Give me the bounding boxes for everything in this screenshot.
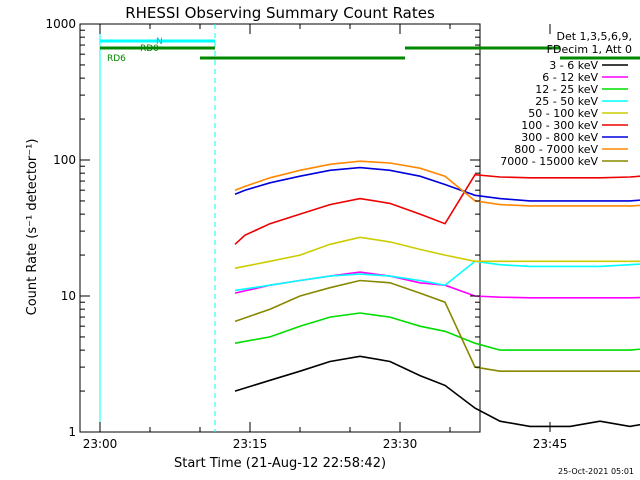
series-group [234, 160, 640, 428]
plot-frame [79, 23, 481, 433]
legend-header-line: FDecim 1, Att 0 [547, 43, 632, 56]
series-line-2 [234, 312, 640, 351]
series-line-1 [234, 271, 640, 299]
y-tick-label: 1000 [45, 17, 76, 31]
series-line-0 [234, 355, 640, 428]
y-tick-label: 100 [53, 153, 76, 167]
legend-label-7: 800 - 7000 keV [514, 143, 598, 156]
chart-title: RHESSI Observing Summary Count Rates [125, 4, 435, 22]
y-tick-label: 10 [61, 289, 76, 303]
legend-label-1: 6 - 12 keV [542, 71, 598, 84]
legend-header-line: Det 1,3,5,6,9, [556, 30, 632, 43]
flag-label-rd6: RD6 [107, 54, 126, 64]
series-line-4 [234, 236, 640, 269]
series-line-6 [234, 166, 640, 202]
legend-label-4: 50 - 100 keV [528, 107, 598, 120]
series-line-3 [234, 260, 640, 292]
y-axis-label: Count Rate (s⁻¹ detector⁻¹) [25, 139, 40, 316]
flag-label-rd0: RD0 [140, 44, 159, 54]
plot-area [79, 23, 481, 433]
series-line-5 [234, 173, 640, 245]
x-tick-label: 23:15 [233, 437, 268, 451]
footer-date: 25-Oct-2021 05:01 [558, 467, 634, 476]
flag-label-n: N [156, 37, 163, 47]
legend-label-0: 3 - 6 keV [549, 59, 598, 72]
legend: Det 1,3,5,6,9,FDecim 1, Att 0 3 - 6 keV6 … [500, 30, 632, 168]
legend-label-2: 12 - 25 keV [535, 83, 598, 96]
axes: 110100100023:0023:1523:3023:4500:0000:15… [45, 17, 568, 451]
x-tick-label: 23:00 [83, 437, 118, 451]
y-tick-label: 1 [68, 425, 76, 439]
series-line-7 [234, 160, 640, 207]
legend-label-8: 7000 - 15000 keV [500, 155, 598, 168]
x-tick-label: 23:30 [383, 437, 418, 451]
x-axis-label: Start Time (21-Aug-12 22:58:42) [174, 456, 386, 471]
legend-label-6: 300 - 800 keV [521, 131, 598, 144]
x-tick-label: 23:45 [533, 437, 568, 451]
legend-label-3: 25 - 50 keV [535, 95, 598, 108]
legend-label-5: 100 - 300 keV [521, 119, 598, 132]
series-line-8 [234, 279, 640, 373]
